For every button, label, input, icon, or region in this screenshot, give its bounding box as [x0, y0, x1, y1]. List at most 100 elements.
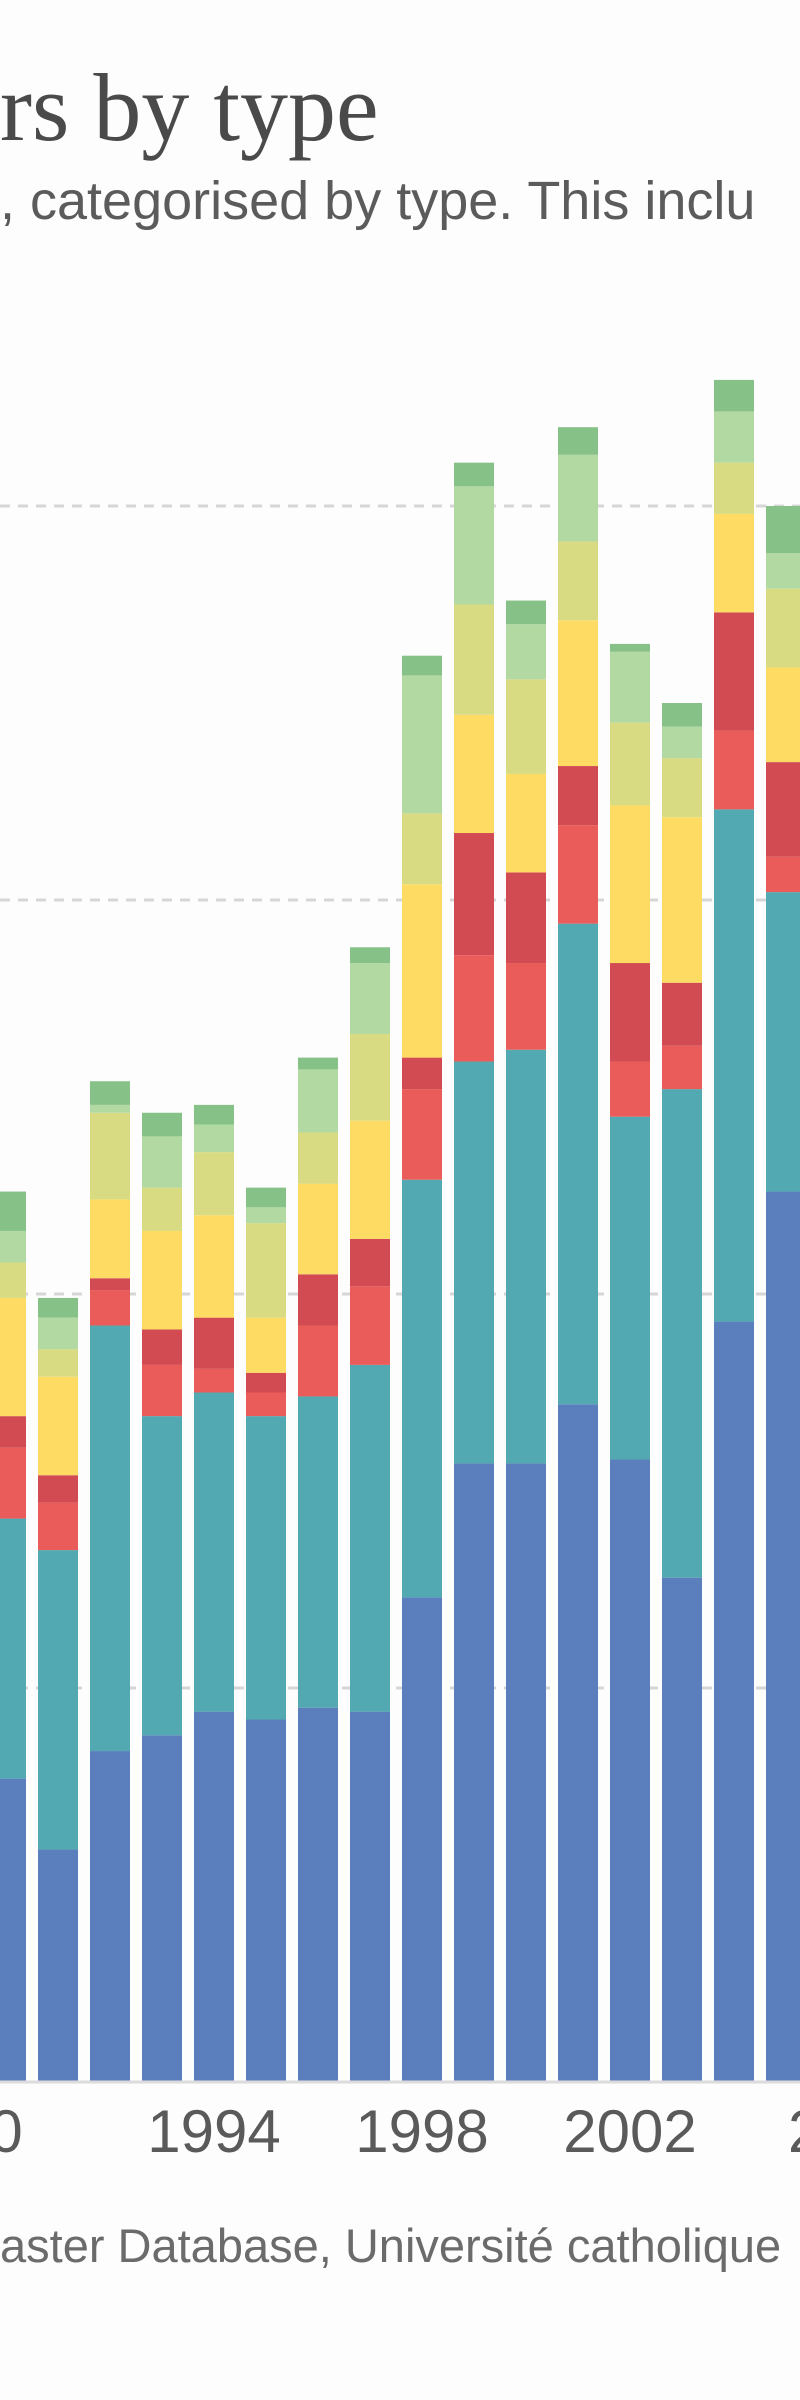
bar-segment-1997-s7: [350, 947, 390, 964]
bar-segment-2000-s3: [506, 872, 546, 964]
bar-segment-1995-s3: [246, 1372, 286, 1393]
chart-subtitle: , categorised by type. This inclu: [0, 171, 756, 231]
bar-segment-2001-s2: [558, 825, 598, 924]
bar-segment-1995-s4: [246, 1317, 286, 1373]
bar-segment-2004-s3: [714, 612, 754, 731]
bar-segment-1998-s5: [402, 813, 442, 885]
bar-segment-1991-s6: [38, 1317, 78, 1350]
bar-segment-1994-s4: [194, 1215, 234, 1318]
bar-segment-2000-s0: [506, 1463, 546, 2082]
bar-segment-1995-s1: [246, 1416, 286, 1720]
bar-segment-1999-s3: [454, 833, 494, 956]
x-tick-label: 1998: [355, 2098, 488, 2165]
bar-segment-1999-s7: [454, 462, 494, 487]
bar-segment-2005-s7: [766, 506, 800, 554]
bar-segment-1992-s3: [90, 1278, 130, 1291]
bar-segment-1996-s4: [298, 1183, 338, 1275]
bar-segment-1992-s1: [90, 1325, 130, 1752]
bar-segment-2002-s7: [610, 643, 650, 652]
bar-segment-1995-s7: [246, 1187, 286, 1208]
bar-segment-2003-s4: [662, 817, 702, 983]
bar-segment-1996-s2: [298, 1325, 338, 1397]
bar-segment-1998-s7: [402, 655, 442, 676]
bar-segment-1992-s0: [90, 1751, 130, 2082]
bar-segment-2005-s1: [766, 892, 800, 1192]
bar-segment-1992-s2: [90, 1290, 130, 1326]
bar-segment-2005-s4: [766, 667, 800, 763]
bar-segment-1998-s2: [402, 1089, 442, 1180]
bar-segment-1994-s7: [194, 1104, 234, 1125]
bar-segment-1998-s4: [402, 884, 442, 1058]
bar-segment-2002-s2: [610, 1061, 650, 1117]
bar-segment-2004-s5: [714, 462, 754, 514]
bar-segment-2005-s2: [766, 856, 800, 893]
bar-segment-2004-s6: [714, 411, 754, 463]
bar-segment-1997-s4: [350, 1120, 390, 1239]
bar-segment-1991-s7: [38, 1297, 78, 1318]
bar-segment-2003-s2: [662, 1045, 702, 1090]
bar-segment-1995-s0: [246, 1719, 286, 2082]
bar-segment-2004-s0: [714, 1321, 754, 2082]
x-axis-ticks: 0 1994 1998 2002 200: [0, 2098, 800, 2165]
bar-segment-2000-s5: [506, 679, 546, 774]
bar-segment-1990-s1: [0, 1518, 26, 1779]
bar-segment-1993-s4: [142, 1230, 182, 1330]
bar-segment-1996-s3: [298, 1274, 338, 1326]
bar-segment-1997-s5: [350, 1033, 390, 1121]
bar-segment-2004-s4: [714, 513, 754, 613]
bar-segment-1999-s6: [454, 486, 494, 605]
bar-segment-1990-s6: [0, 1230, 26, 1263]
chart-source-note: aster Database, Université catholique: [0, 2219, 782, 2272]
bar-segment-1993-s1: [142, 1416, 182, 1736]
bar-segment-1993-s6: [142, 1136, 182, 1188]
bar-segment-1997-s2: [350, 1286, 390, 1365]
bar-segment-1993-s5: [142, 1187, 182, 1231]
bar-segment-1997-s1: [350, 1364, 390, 1712]
bar-segment-2002-s0: [610, 1459, 650, 2082]
bar-segment-1991-s4: [38, 1376, 78, 1476]
bar-segment-1999-s0: [454, 1463, 494, 2082]
bar-segment-1996-s6: [298, 1069, 338, 1133]
bar-segment-2004-s7: [714, 379, 754, 412]
bar-segment-1990-s3: [0, 1416, 26, 1448]
bar-segment-2001-s7: [558, 427, 598, 455]
chart-title: rs by type: [0, 54, 379, 161]
bar-segment-2000-s6: [506, 624, 546, 680]
bar-segment-1998-s1: [402, 1179, 442, 1598]
bar-segment-1997-s3: [350, 1238, 390, 1287]
bar-segment-1998-s3: [402, 1057, 442, 1090]
bar-segment-1994-s2: [194, 1368, 234, 1393]
bar-segment-1995-s5: [246, 1223, 286, 1318]
bar-segment-1996-s0: [298, 1707, 338, 2082]
bars: [0, 379, 800, 2082]
bar-segment-2003-s6: [662, 726, 702, 759]
bar-segment-1996-s7: [298, 1057, 338, 1070]
bar-segment-1990-s4: [0, 1297, 26, 1417]
bar-segment-2002-s5: [610, 722, 650, 806]
bar-segment-1995-s6: [246, 1207, 286, 1224]
bar-segment-2003-s7: [662, 703, 702, 727]
bar-segment-1993-s2: [142, 1364, 182, 1417]
x-tick-label: 0: [0, 2098, 23, 2165]
bar-segment-2001-s6: [558, 454, 598, 542]
bar-segment-2000-s2: [506, 963, 546, 1050]
bar-segment-1999-s2: [454, 955, 494, 1062]
bar-segment-1990-s0: [0, 1778, 26, 2082]
bar-segment-1996-s1: [298, 1396, 338, 1708]
bar-segment-2005-s0: [766, 1191, 800, 2082]
bar-segment-1994-s0: [194, 1711, 234, 2082]
bar-segment-1995-s2: [246, 1392, 286, 1417]
bar-segment-1991-s3: [38, 1475, 78, 1503]
bar-segment-1991-s1: [38, 1550, 78, 1850]
bar-segment-1991-s2: [38, 1502, 78, 1551]
bar-segment-2000-s7: [506, 600, 546, 625]
bar-segment-2001-s1: [558, 923, 598, 1405]
x-tick-label: 1994: [147, 2098, 280, 2165]
bar-segment-1992-s5: [90, 1112, 130, 1200]
bar-segment-1994-s3: [194, 1317, 234, 1369]
bar-segment-1996-s5: [298, 1132, 338, 1184]
bar-segment-2003-s3: [662, 982, 702, 1046]
bar-segment-2001-s5: [558, 541, 598, 621]
bar-segment-2005-s5: [766, 588, 800, 668]
bar-segment-2001-s3: [558, 766, 598, 826]
